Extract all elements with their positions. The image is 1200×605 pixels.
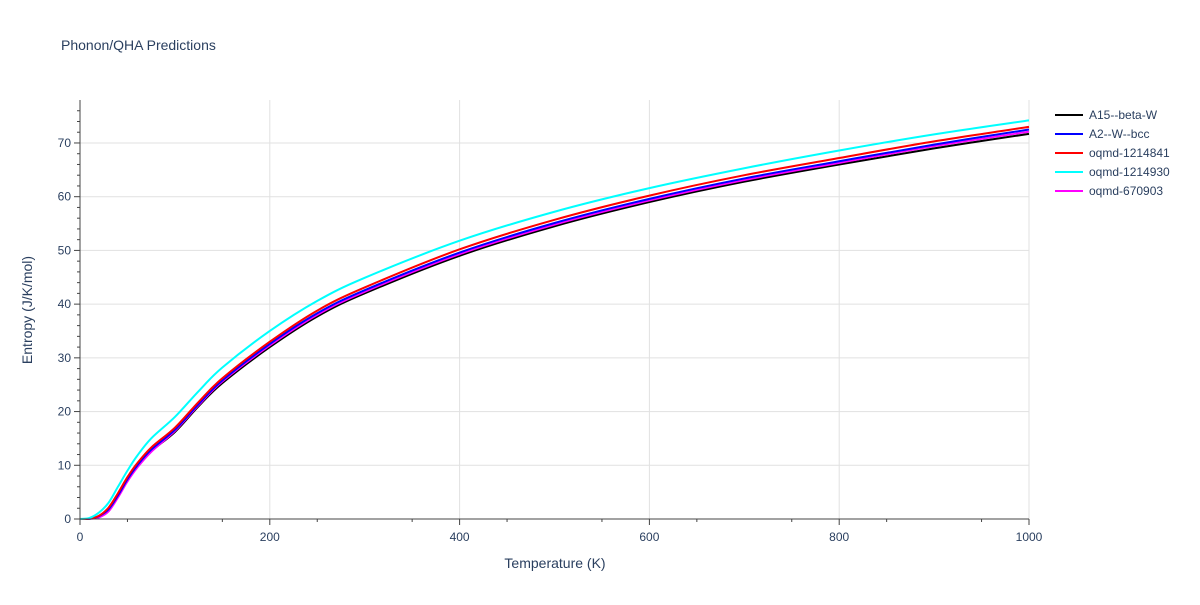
legend: A15--beta-W A2--W--bcc oqmd-1214841 oqmd-12… [1055, 108, 1170, 198]
series-line-oqmd-1214930 [79, 119, 1030, 520]
y-tick-label: 40 [58, 297, 72, 311]
axes: 0 200 400 600 800 1000 0 10 20 30 40 50 60 70 [58, 100, 1043, 544]
y-tick-label: 0 [64, 512, 71, 526]
series-line-A2--W--bcc [79, 128, 1030, 521]
grid [80, 100, 1030, 519]
x-tick-label: 0 [77, 530, 84, 544]
x-tick-label: 800 [829, 530, 849, 544]
legend-label: oqmd-670903 [1089, 184, 1163, 198]
legend-label: A2--W--bcc [1089, 127, 1149, 141]
x-tick-label: 400 [450, 530, 470, 544]
legend-item[interactable]: oqmd-1214841 [1055, 146, 1170, 160]
series-line-A15--beta-W [79, 132, 1030, 521]
legend-item[interactable]: oqmd-1214930 [1055, 165, 1170, 179]
legend-label: A15--beta-W [1089, 108, 1158, 122]
legend-label: oqmd-1214841 [1089, 146, 1170, 160]
y-tick-label: 10 [58, 458, 72, 472]
x-tick-label: 200 [260, 530, 280, 544]
y-tick-label: 30 [58, 351, 72, 365]
series-line-oqmd-670903 [79, 130, 1030, 521]
legend-item[interactable]: A2--W--bcc [1055, 127, 1149, 141]
x-tick-label: 1000 [1016, 530, 1043, 544]
series-line-oqmd-1214841 [79, 125, 1030, 521]
chart-title: Phonon/QHA Predictions [61, 37, 216, 53]
y-tick-label: 20 [58, 405, 72, 419]
series-lines [79, 119, 1030, 521]
x-tick-label: 600 [639, 530, 659, 544]
x-axis-label: Temperature (K) [504, 555, 605, 571]
y-tick-label: 70 [58, 136, 72, 150]
y-tick-label: 60 [58, 190, 72, 204]
y-axis-label: Entropy (J/K/mol) [19, 256, 35, 364]
y-tick-label: 50 [58, 243, 72, 257]
legend-label: oqmd-1214930 [1089, 165, 1170, 179]
legend-item[interactable]: oqmd-670903 [1055, 184, 1163, 198]
legend-item[interactable]: A15--beta-W [1055, 108, 1158, 122]
